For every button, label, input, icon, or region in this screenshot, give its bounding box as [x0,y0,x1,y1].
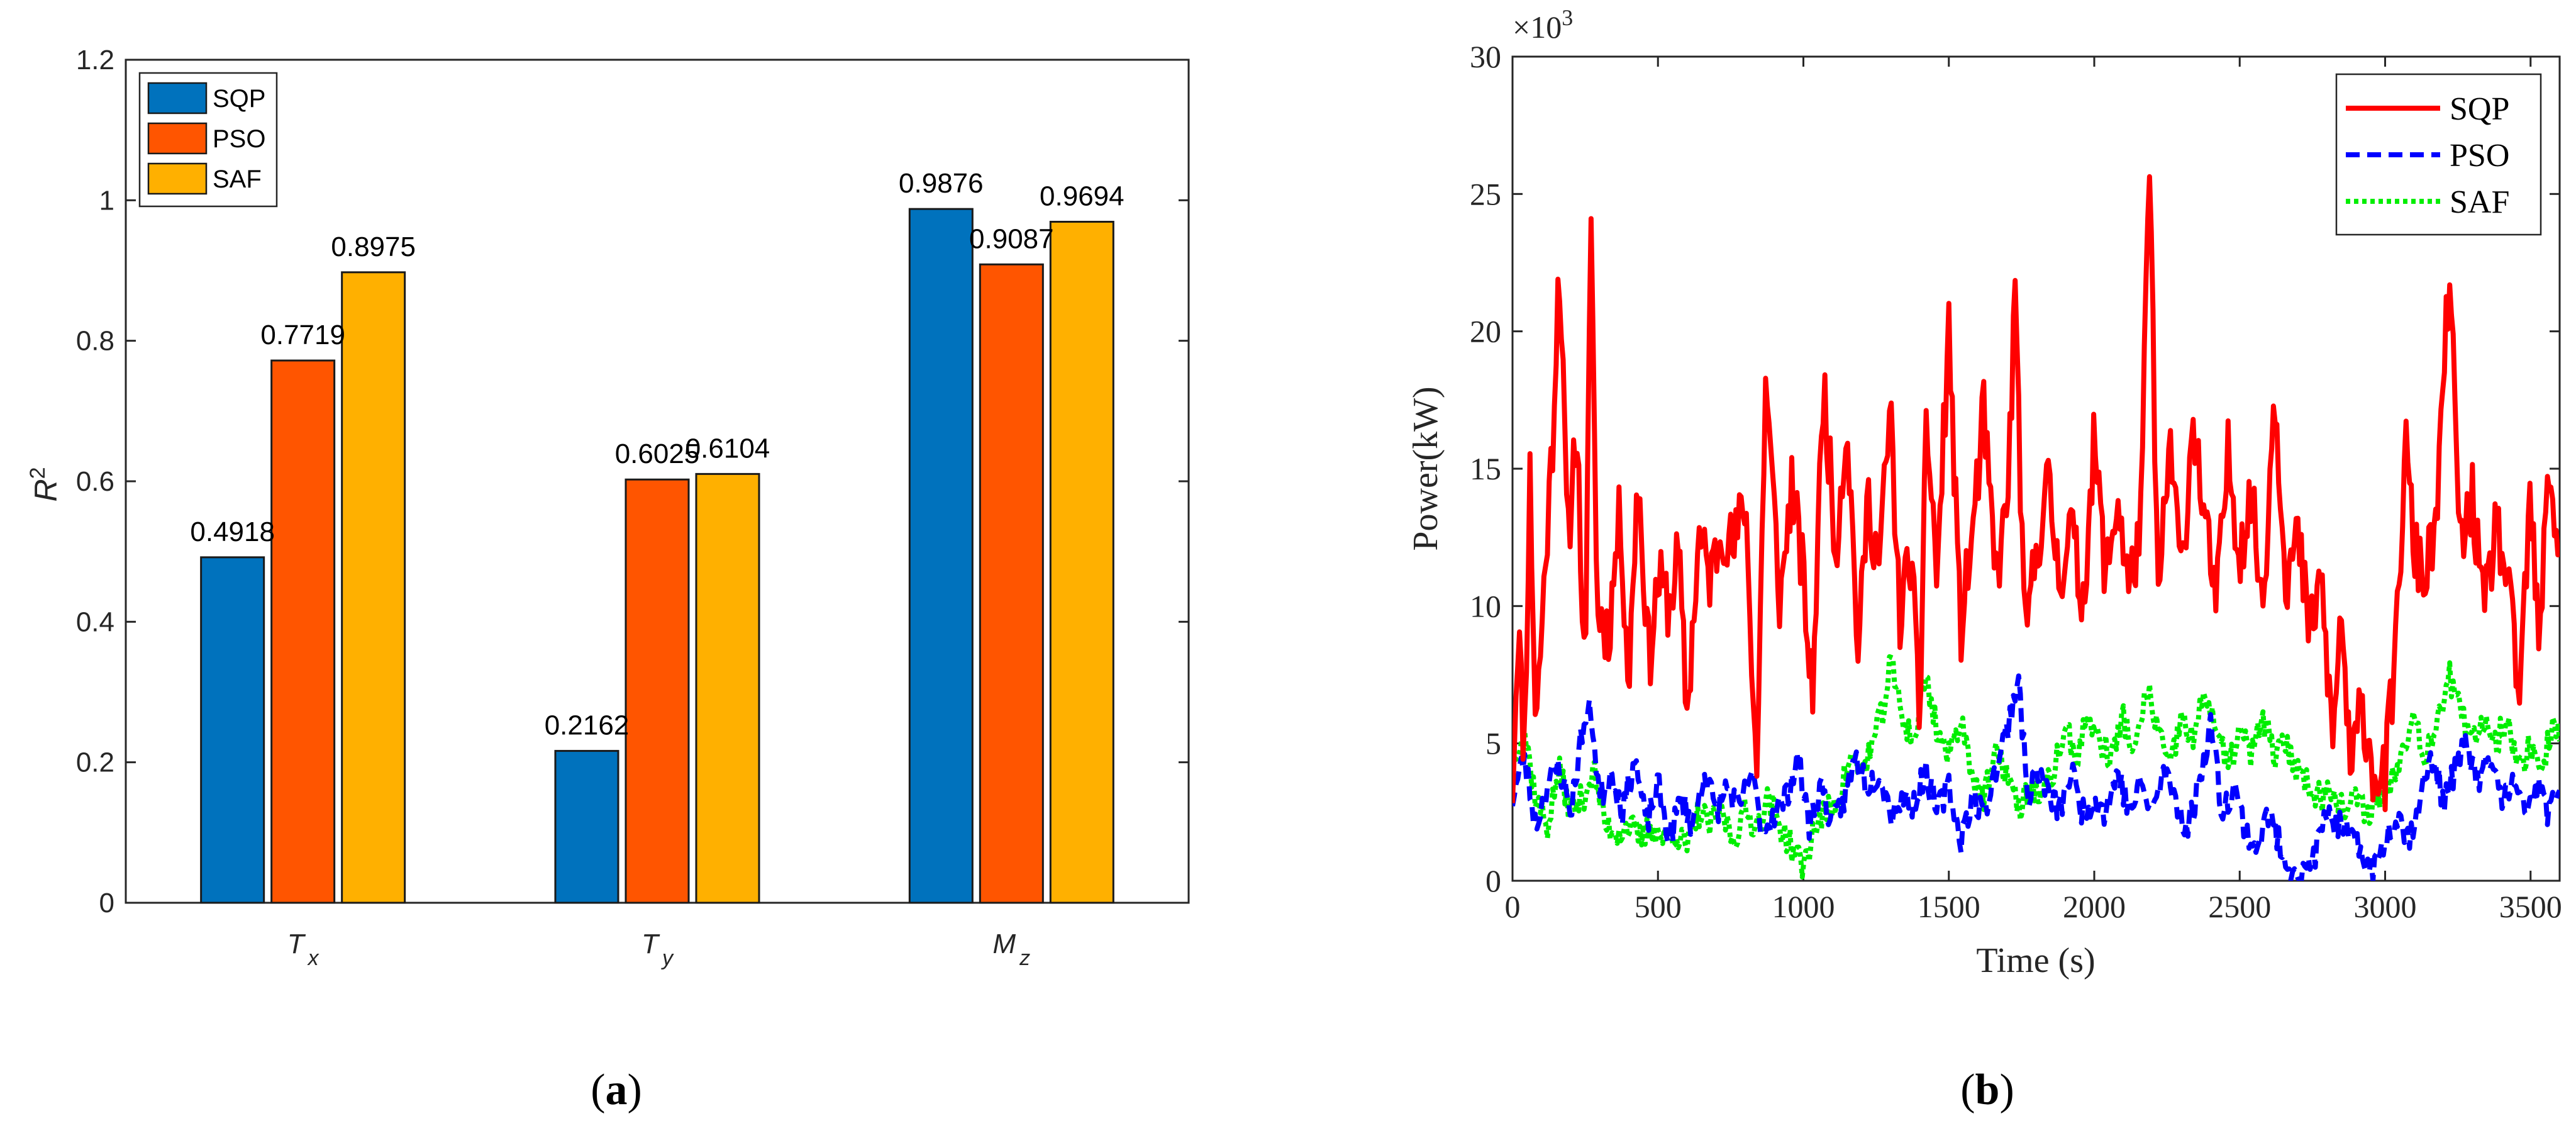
panel-a-bar-chart: 0 0.2 0.4 0.6 0.8 1 1.2 0.4918 0.7719 0.8975 0.21… [26,45,1190,1114]
x-tick-label: 2500 [2208,889,2271,924]
bar-sqp-ty [554,750,619,904]
series-line-sqp [1513,174,2560,812]
bar-pso-tx [270,359,336,904]
x-tick-label: 1500 [1918,889,1980,924]
data-label-saf-mz: 0.9694 [1040,181,1124,212]
panel-b-x-axis-label: Time (s) [1976,941,2095,980]
panel-a-legend[interactable]: SQP PSO SAF [138,72,278,208]
x-category-sub: z [1019,946,1030,970]
panel-a-y-axis-label: R2 [26,467,64,501]
x-category-sub: x [307,946,319,970]
legend-label-pso: PSO [2450,138,2509,174]
legend-label-pso: PSO [213,125,265,153]
legend-label-sqp: SQP [2450,91,2509,127]
panel-b-line-chart: 0 500 1000 1500 2000 2500 3000 3500 0 5 10 15 20 25 30… [1406,5,2562,1114]
y-tick-label: 1.2 [76,45,114,75]
data-label-saf-ty: 0.6104 [686,433,770,464]
panel-b-ticks: 0 500 1000 1500 2000 2500 3000 3500 0 5 10 15 20 25 30 [1470,39,2562,924]
x-category-main: T [287,929,306,959]
y-tick-label: 0.2 [76,747,114,778]
data-label-sqp-ty: 0.2162 [545,710,630,741]
panel-b-legend[interactable]: SQP PSO SAF [2335,73,2542,236]
y-tick-label: 20 [1470,314,1501,349]
legend-label-saf: SAF [2450,184,2509,220]
series-line-pso [1513,673,2560,881]
data-label-pso-tx: 0.7719 [260,320,345,350]
legend-label-sqp: SQP [213,85,265,113]
y-label-main: R [28,479,64,501]
y-tick-label: 0.4 [76,606,114,637]
y-tick-label: 0 [99,888,114,919]
bar-pso-mz [979,263,1044,904]
x-tick-label: 0 [1505,889,1521,924]
x-category-main: M [993,929,1016,959]
y-tick-label: 1 [99,185,114,216]
panel-b-y-axis-label: Power(kW) [1406,386,1445,550]
panel-a-caption: (a) [591,1066,642,1114]
panel-a-y-ticks: 0 0.2 0.4 0.6 0.8 1 1.2 [76,45,1189,919]
panel-b-caption: (b) [1960,1066,2014,1114]
data-label-pso-mz: 0.9087 [969,223,1054,254]
x-tick-label: 500 [1635,889,1682,924]
y-tick-label: 0.6 [76,466,114,497]
bar-sqp-mz [908,208,974,904]
data-label-pso-ty: 0.6025 [615,438,700,469]
x-tick-label: 3000 [2354,889,2417,924]
data-label-sqp-mz: 0.9876 [899,168,984,199]
legend-swatch-sqp [147,82,208,114]
data-label-sqp-tx: 0.4918 [190,517,275,547]
bar-sqp-tx [200,556,265,904]
y-tick-label: 15 [1470,451,1501,486]
bar-saf-tx [341,271,406,904]
y-tick-label: 25 [1470,176,1501,211]
x-tick-label: 2000 [2063,889,2126,924]
y-tick-label: 10 [1470,588,1501,623]
y-tick-label: 30 [1470,39,1501,74]
legend-swatch-saf [147,162,208,195]
legend-label-saf: SAF [213,165,262,193]
data-label-saf-tx: 0.8975 [331,232,416,262]
x-tick-label: 3500 [2499,889,2562,924]
x-category-sub: y [661,946,674,970]
y-tick-label: 0.8 [76,326,114,357]
bar-saf-mz [1049,221,1114,904]
y-tick-label: 0 [1485,863,1501,898]
y-tick-label: 5 [1485,726,1501,761]
x-tick-label: 1000 [1772,889,1835,924]
legend-swatch-pso [147,122,208,155]
panel-b-y-multiplier: ×103 [1513,5,1573,45]
bar-saf-ty [695,472,760,904]
y-label-sup: 2 [26,467,50,479]
bar-pso-ty [625,478,690,904]
panel-a-bars [200,208,1114,904]
panel-b-series-lines [1513,174,2560,881]
x-category-main: T [641,929,660,959]
